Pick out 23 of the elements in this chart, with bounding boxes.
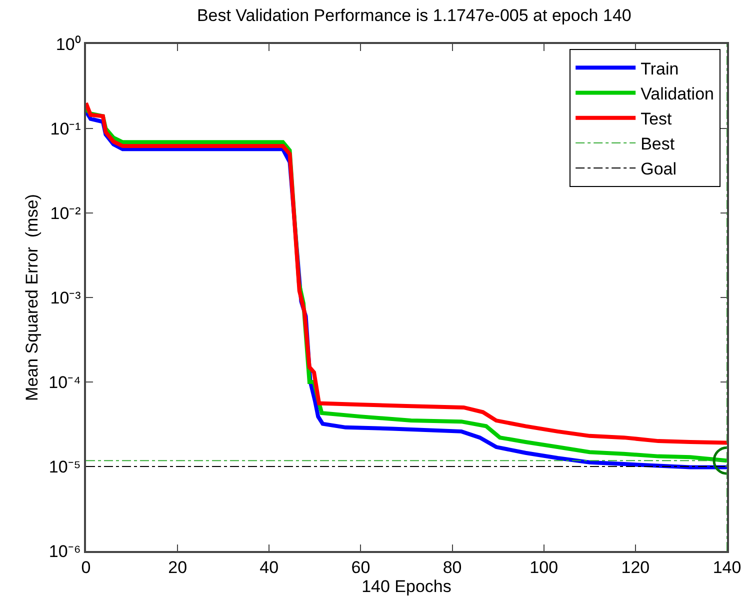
- x-tick-label: 20: [168, 558, 188, 578]
- x-tick-label: 140: [712, 558, 742, 578]
- y-tick-label: 10⁻²: [50, 204, 82, 223]
- y-tick-label: 10⁰: [56, 34, 81, 54]
- x-tick-label: 60: [351, 558, 370, 578]
- legend-label: Best: [640, 134, 675, 154]
- y-axis-title: Mean Squared Error (mse): [22, 194, 42, 401]
- x-axis-title: 140 Epochs: [362, 577, 452, 596]
- chart-title: Best Validation Performance is 1.1747e-005 at epoch 140: [196, 6, 632, 26]
- x-tick-label: 40: [260, 558, 279, 578]
- legend-label: Test: [640, 109, 672, 128]
- x-tick-label: 100: [530, 558, 558, 578]
- y-tick-label: 10⁻¹: [50, 119, 82, 138]
- legend-label: Goal: [640, 160, 677, 179]
- y-tick-label: 10⁻⁴: [48, 372, 81, 392]
- legend-label: Validation: [640, 84, 714, 104]
- y-tick-label: 10⁻⁵: [48, 457, 81, 476]
- x-tick-label: 0: [81, 558, 91, 578]
- x-tick-label: 80: [442, 558, 462, 578]
- legend-label: Train: [640, 59, 679, 78]
- y-tick-label: 10⁻³: [50, 288, 82, 308]
- y-tick-label: 10⁻⁶: [48, 542, 81, 561]
- x-tick-label: 120: [621, 558, 650, 578]
